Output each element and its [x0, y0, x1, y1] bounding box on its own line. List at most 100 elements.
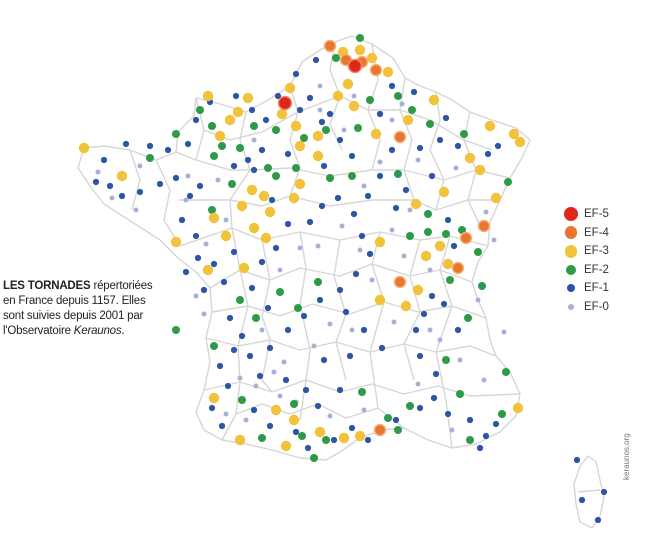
legend-dot-wrap [566, 303, 582, 310]
legend-marker-ef-3 [564, 244, 578, 258]
tornado-point-ef-2 [408, 106, 416, 114]
tornado-point-ef-0 [357, 247, 363, 253]
tornado-point-ef-1 [178, 216, 186, 224]
tornado-point-ef-3 [208, 392, 220, 404]
tornado-point-ef-3 [214, 130, 226, 142]
tornado-point-ef-1 [296, 106, 304, 114]
tornado-point-ef-1 [388, 82, 396, 90]
tornado-point-ef-3 [464, 152, 476, 164]
tornado-point-ef-0 [223, 411, 229, 417]
tornado-point-ef-1 [334, 194, 342, 202]
tornado-point-ef-1 [578, 496, 586, 504]
legend-marker-ef-5 [563, 207, 579, 222]
tornado-point-ef-2 [294, 304, 302, 312]
tornado-point-ef-3 [420, 250, 432, 262]
tornado-point-ef-1 [494, 142, 502, 150]
caption-line4-post: . [121, 325, 125, 337]
tornado-point-ef-1 [250, 166, 258, 174]
tornado-point-ef-3 [434, 240, 446, 252]
tornado-point-ef-3 [508, 128, 520, 140]
tornado-point-ef-3 [366, 52, 378, 64]
tornado-point-ef-0 [271, 369, 277, 375]
tornado-point-ef-1 [258, 258, 266, 266]
tornado-point-ef-1 [284, 220, 292, 228]
tornado-point-ef-1 [266, 422, 274, 430]
tornado-point-ef-0 [133, 207, 139, 213]
tornado-point-ef-1 [210, 260, 218, 268]
tornado-point-ef-0 [391, 319, 397, 325]
tornado-point-ef-1 [118, 192, 126, 200]
tornado-point-ef-1 [230, 248, 238, 256]
tornado-point-ef-3 [238, 262, 250, 274]
tornado-point-ef-0 [377, 159, 383, 165]
tornado-point-ef-0 [251, 137, 257, 143]
tornado-point-ef-5 [277, 95, 293, 111]
tornado-point-ef-2 [356, 34, 364, 42]
tornado-point-ef-0 [311, 343, 317, 349]
tornado-point-ef-1 [330, 436, 338, 444]
tornado-point-ef-0 [277, 393, 283, 399]
tornado-point-ef-5 [347, 58, 363, 74]
tornado-point-ef-0 [437, 337, 443, 343]
tornado-point-ef-1 [492, 420, 500, 428]
tornado-point-ef-1 [106, 182, 114, 190]
tornado-point-ef-1 [348, 152, 356, 160]
tornado-point-ef-0 [315, 243, 321, 249]
legend-label: EF-2 [584, 263, 609, 276]
tornado-point-ef-1 [454, 326, 462, 334]
tornado-point-ef-1 [164, 146, 172, 154]
legend-marker-ef-4 [564, 226, 578, 240]
tornado-point-ef-1 [476, 444, 484, 452]
tornado-point-ef-2 [310, 454, 318, 462]
tornado-point-ef-1 [412, 326, 420, 334]
legend-label: EF-5 [584, 208, 609, 221]
tornado-point-ef-0 [351, 93, 357, 99]
tornado-point-ef-1 [376, 110, 384, 118]
tornado-point-ef-0 [339, 223, 345, 229]
caption-line1-rest: répertoriées [90, 280, 153, 292]
tornado-point-ef-1 [302, 386, 310, 394]
tornado-point-ef-0 [349, 327, 355, 333]
tornado-point-ef-2 [458, 226, 466, 234]
tornado-point-ef-1 [364, 192, 372, 200]
tornado-point-ef-1 [248, 284, 256, 292]
tornado-point-ef-2 [146, 154, 154, 162]
tornado-point-ef-1 [440, 300, 448, 308]
caption-observatory-name: Keraunos [73, 325, 122, 337]
tornado-point-ef-3 [438, 186, 450, 198]
tornado-point-ef-1 [292, 428, 300, 436]
tornado-point-ef-4 [459, 231, 473, 245]
tornado-point-ef-0 [401, 253, 407, 259]
tornado-point-ef-0 [415, 381, 421, 387]
tornado-point-ef-1 [182, 268, 190, 276]
tornado-point-ef-1 [238, 332, 246, 340]
tornado-point-ef-1 [186, 192, 194, 200]
legend-item-ef-1: EF-1 [566, 279, 636, 298]
tornado-point-ef-1 [312, 56, 320, 64]
legend-dot-wrap [564, 226, 582, 240]
tornado-point-ef-0 [253, 383, 259, 389]
tornado-point-ef-2 [298, 432, 306, 440]
tornado-point-ef-0 [341, 127, 347, 133]
tornado-point-ef-1 [248, 106, 256, 114]
tornado-point-ef-3 [248, 222, 260, 234]
tornado-point-ef-3 [370, 128, 382, 140]
tornado-point-ef-2 [464, 314, 472, 322]
tornado-point-ef-2 [358, 388, 366, 396]
tornado-point-ef-0 [185, 173, 191, 179]
tornado-point-ef-1 [220, 278, 228, 286]
tornado-point-ef-1 [216, 362, 224, 370]
tornado-point-ef-1 [420, 310, 428, 318]
tornado-point-ef-3 [312, 150, 324, 162]
tornado-point-ef-3 [276, 108, 288, 120]
tornado-point-ef-4 [477, 219, 491, 233]
tornado-point-ef-3 [514, 136, 526, 148]
tornado-point-ef-3 [170, 236, 182, 248]
tornado-point-ef-0 [389, 227, 395, 233]
tornado-point-ef-1 [306, 94, 314, 102]
tornado-point-ef-1 [256, 372, 264, 380]
tornado-point-ef-3 [234, 434, 246, 446]
legend-label: EF-1 [584, 282, 609, 295]
tornado-point-ef-3 [220, 230, 232, 242]
tornado-point-ef-0 [483, 209, 489, 215]
